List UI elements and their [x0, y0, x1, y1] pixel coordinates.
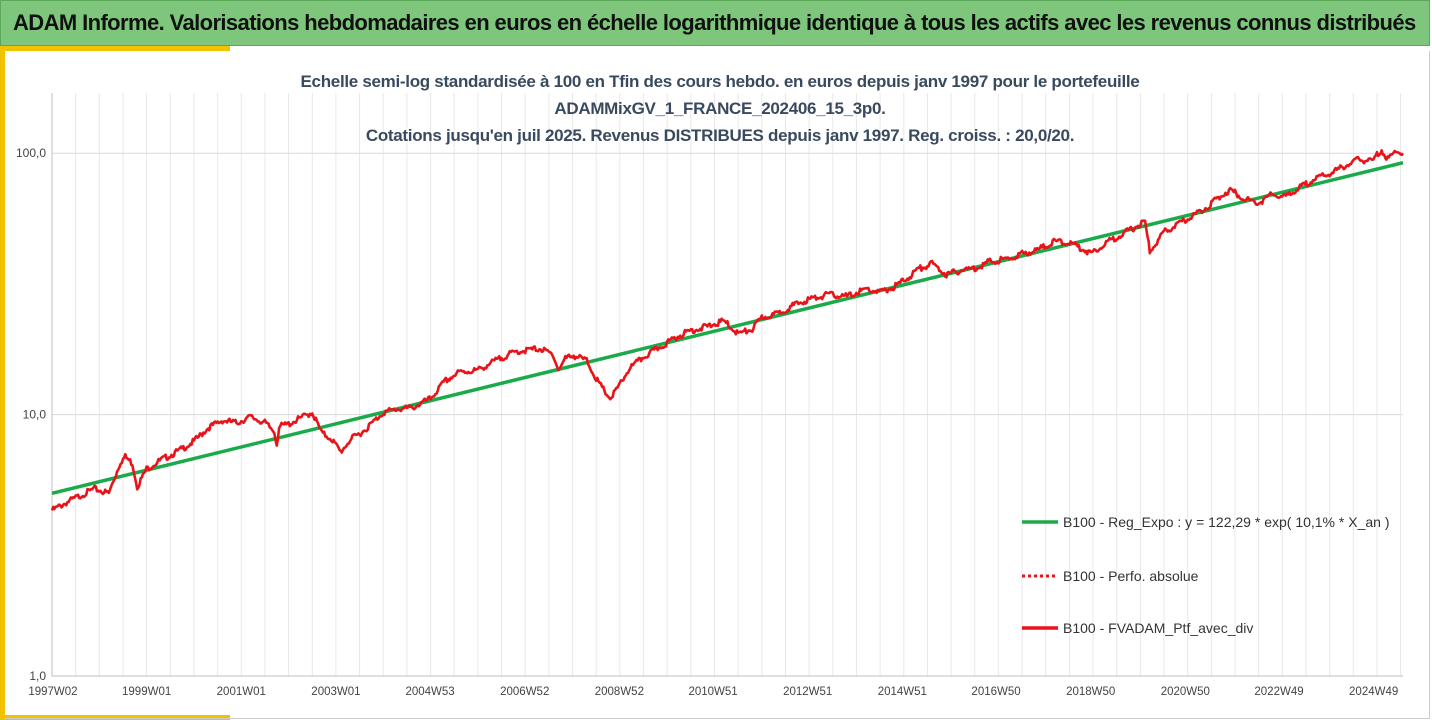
portfolio-line [50, 149, 1405, 511]
x-tick-label: 2018W50 [1066, 686, 1115, 698]
x-tick-label: 2004W53 [405, 686, 454, 698]
x-tick-label: 2016W50 [971, 686, 1020, 698]
accent-bar-left [0, 46, 5, 720]
accent-bar-bottom [0, 715, 230, 720]
chart-title-line-2: ADAMMixGV_1_FRANCE_202406_15_3p0. [554, 99, 886, 118]
legend-perfo-absolue-label: B100 - Perfo. absolue [1063, 568, 1199, 584]
axis-labels: 1,0 10,0 100,0 1997W02 1999W01 2001W01 2003W01… [16, 146, 1398, 698]
y-tick-label: 100,0 [16, 146, 46, 160]
x-tick-label: 2010W51 [688, 686, 737, 698]
x-tick-label: 2006W52 [500, 686, 549, 698]
grid-lines [51, 93, 1403, 677]
x-tick-label: 2012W51 [783, 686, 832, 698]
x-tick-label: 2001W01 [217, 686, 266, 698]
chart-title: Echelle semi-log standardisée à 100 en T… [190, 68, 1250, 149]
y-tick-label: 10,0 [23, 408, 47, 422]
x-tick-label: 2008W52 [595, 686, 644, 698]
x-tick-label: 1999W01 [122, 686, 171, 698]
x-tick-label: 2022W49 [1254, 686, 1303, 698]
chart-title-line-1: Echelle semi-log standardisée à 100 en T… [300, 72, 1140, 91]
x-tick-label: 2020W50 [1161, 686, 1210, 698]
legend-regression-label: B100 - Reg_Expo : y = 122,29 * exp( 10,1… [1063, 514, 1389, 530]
x-tick-label: 2024W49 [1349, 686, 1398, 698]
accent-bar-top [0, 46, 230, 51]
y-tick-label: 1,0 [29, 669, 46, 683]
chart-legend: B100 - Reg_Expo : y = 122,29 * exp( 10,1… [1022, 514, 1389, 636]
report-banner: ADAM Informe. Valorisations hebdomadaire… [0, 0, 1430, 46]
x-tick-label: 2003W01 [311, 686, 360, 698]
x-tick-label: 2014W51 [878, 686, 927, 698]
legend-portfolio-label: B100 - FVADAM_Ptf_avec_div [1063, 620, 1253, 636]
series-lines [50, 149, 1405, 511]
chart-frame [5, 51, 1430, 719]
report-title: ADAM Informe. Valorisations hebdomadaire… [13, 10, 1416, 35]
x-tick-label: 1997W02 [28, 686, 77, 698]
chart-title-line-3: Cotations jusqu'en juil 2025. Revenus DI… [365, 126, 1075, 145]
